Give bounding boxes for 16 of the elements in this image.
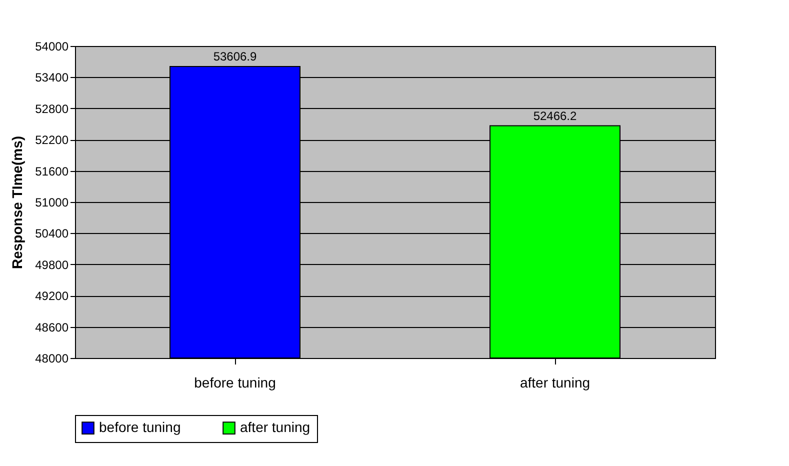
y-tick-label: 51600: [35, 164, 69, 178]
y-axis-title: Response TIme(ms): [9, 136, 26, 270]
y-tick-label: 48000: [35, 352, 69, 366]
y-tick-label: 49200: [35, 289, 69, 304]
y-tick-label: 52800: [35, 102, 69, 116]
legend-label: before tuning: [99, 419, 181, 436]
y-tick-label: 54000: [35, 40, 69, 54]
y-tick-label: 51000: [35, 196, 69, 210]
y-tick-label: 50400: [35, 226, 69, 241]
legend-label: after tuning: [240, 419, 310, 436]
data-label: 53606.9: [213, 49, 258, 64]
y-tick-label: 49800: [35, 258, 69, 272]
y-tick-label: 53400: [35, 70, 69, 85]
y-tick-label: 48600: [35, 320, 69, 334]
data-label: 52466.2: [533, 108, 578, 123]
y-tick-label: 52200: [35, 133, 69, 148]
